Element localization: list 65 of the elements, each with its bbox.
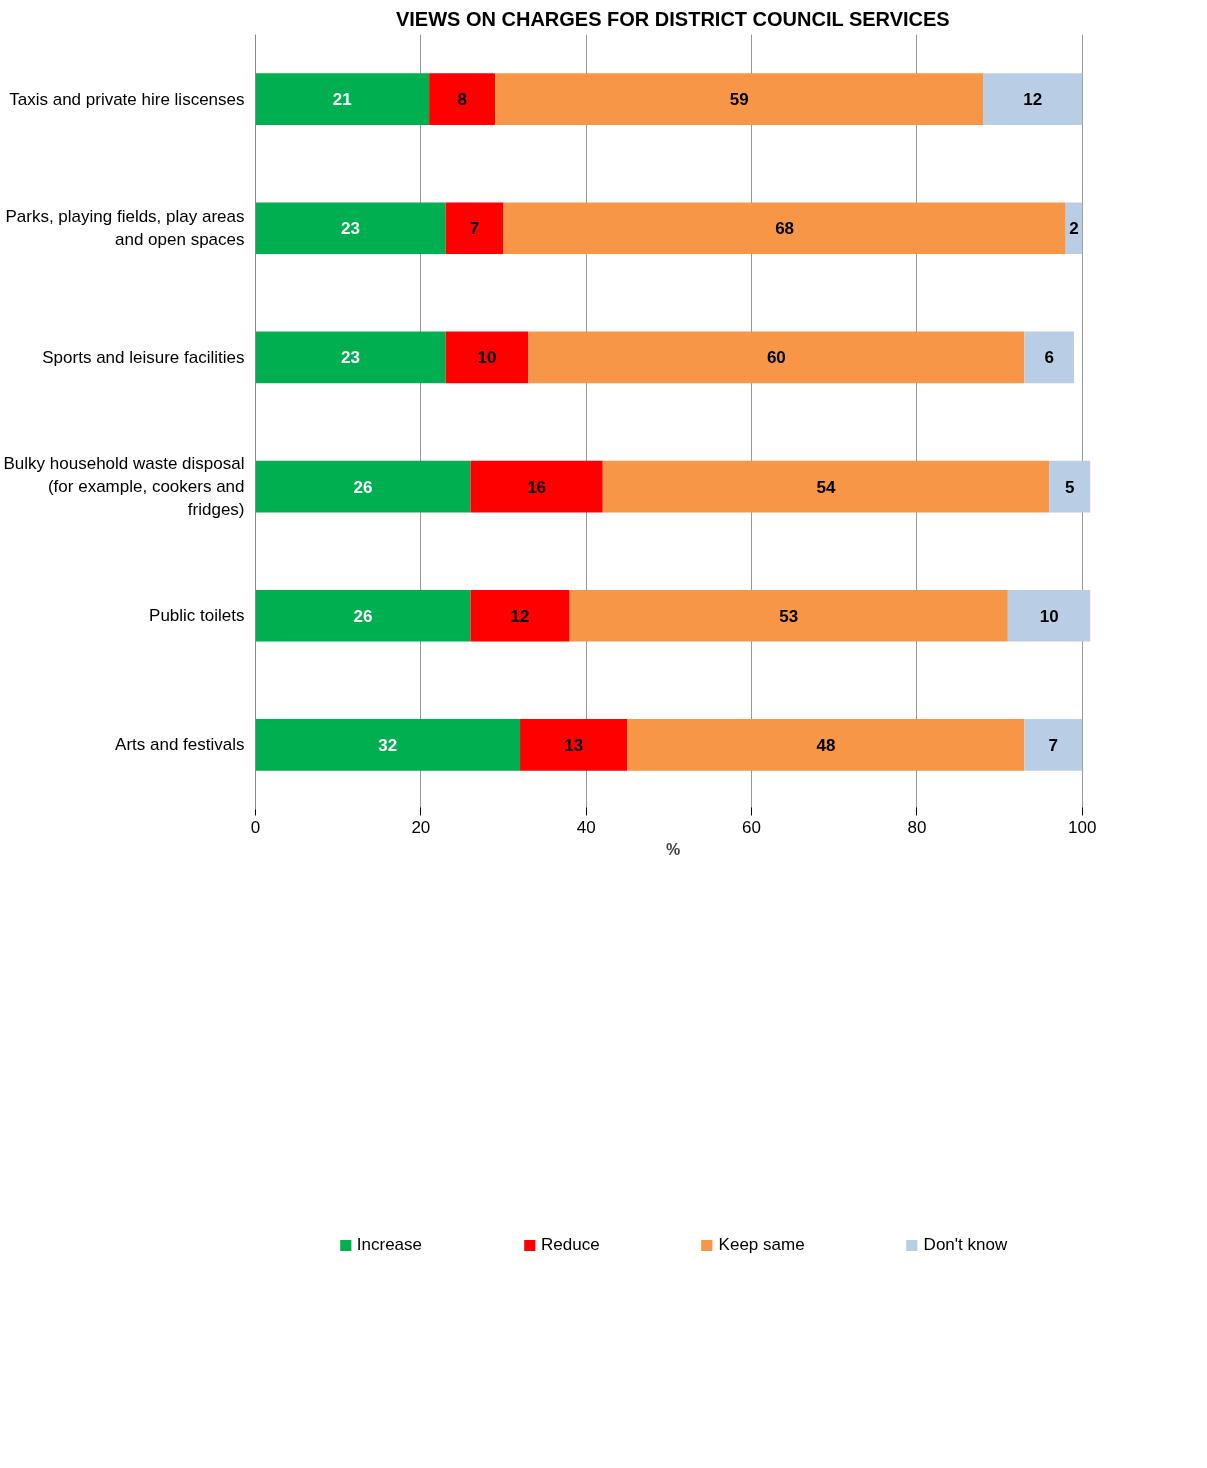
legend-label: Reduce: [541, 1235, 600, 1255]
x-tick-label: 80: [907, 817, 927, 837]
bar: [495, 73, 984, 125]
x-tick-label: 20: [411, 817, 431, 837]
data-label: 6: [1044, 348, 1054, 368]
x-axis-title: %: [665, 840, 681, 858]
bar: [983, 73, 1083, 125]
data-label: 60: [766, 348, 786, 368]
x-tick-label: 40: [576, 817, 596, 837]
data-label: 53: [779, 606, 799, 626]
x-tick-label: 100: [1068, 817, 1097, 837]
data-label: 48: [816, 735, 836, 755]
data-label: 32: [378, 735, 398, 755]
x-tick-label: 60: [742, 817, 762, 837]
data-label: 8: [457, 90, 467, 110]
bar: [255, 719, 521, 771]
bar: [445, 331, 529, 384]
data-label: 21: [332, 90, 352, 110]
bar: [1049, 460, 1091, 513]
bar: [255, 589, 471, 642]
data-label: 12: [1023, 90, 1043, 110]
data-label: 10: [1039, 606, 1059, 626]
data-label: 2: [1069, 219, 1079, 239]
bar: [1024, 331, 1074, 384]
data-label: 5: [1065, 477, 1075, 497]
data-label: 10: [477, 348, 497, 368]
data-label: 54: [816, 477, 836, 497]
bar: [429, 73, 496, 125]
data-label: 26: [353, 477, 373, 497]
chart-title: VIEWS ON CHARGES FOR DISTRICT COUNCIL SERVICES: [395, 7, 950, 30]
data-label: 23: [341, 219, 361, 239]
data-label: 26: [353, 606, 373, 626]
bar: [470, 589, 570, 642]
bar: [602, 460, 1050, 513]
legend-label: Keep same: [718, 1235, 805, 1255]
y-tick-label: Parks, playing fields, play areas and open spaces: [5, 207, 245, 250]
bar: [255, 73, 430, 125]
data-label: 12: [510, 606, 530, 626]
data-label: 23: [341, 348, 361, 368]
bar: [627, 719, 1025, 771]
bar: [520, 719, 628, 771]
legend-label: Increase: [356, 1235, 423, 1255]
x-tick-label: 0: [250, 817, 261, 837]
bar: [255, 460, 471, 513]
data-label: 13: [564, 735, 584, 755]
data-label: 59: [729, 90, 749, 110]
legend-label: Don't know: [923, 1235, 1008, 1255]
data-label: 7: [469, 219, 480, 239]
y-tick-label: Sports and leisure facilities: [42, 347, 245, 367]
bar: [470, 460, 603, 513]
data-label: 68: [775, 219, 795, 239]
y-tick-label: Arts and festivals: [115, 735, 245, 755]
bar: [569, 589, 1008, 642]
bar: [445, 202, 504, 255]
bar: [528, 331, 1025, 384]
y-tick-label: Public toilets: [149, 606, 245, 626]
data-label: 7: [1048, 735, 1059, 755]
bar: [503, 202, 1066, 255]
bar: [1024, 719, 1083, 771]
data-label: 16: [527, 477, 547, 497]
bar: [255, 202, 446, 255]
bar: [1007, 589, 1091, 642]
y-tick-label: Taxis and private hire liscenses: [9, 89, 245, 109]
bar: [255, 331, 446, 384]
y-tick-label: Bulky household waste disposal (for example, cookers and fridges): [3, 454, 245, 519]
